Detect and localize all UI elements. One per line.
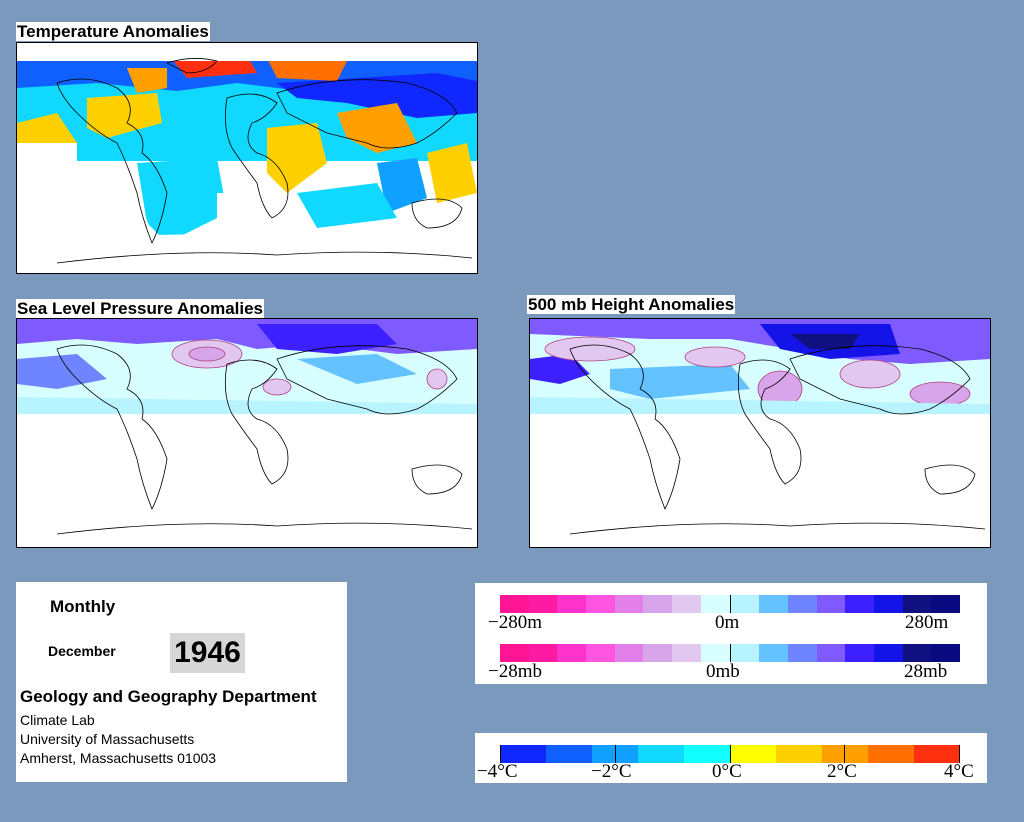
height-scale-swatch: [700, 595, 730, 613]
pressure-scale-swatch: [787, 644, 817, 662]
height-scale-swatch: [729, 595, 760, 613]
temperature-tick: [729, 745, 731, 763]
temperature-scale-swatch: [546, 745, 592, 763]
temperature-tick: [500, 745, 501, 763]
height-scale-swatch: [528, 595, 558, 613]
pressure-mid-label: 0mb: [706, 661, 740, 682]
temp-label-plus2: 2°C: [827, 761, 857, 782]
temperature-tick: [614, 745, 616, 763]
height-scale-swatch: [500, 595, 529, 613]
pressure-min-label: −28mb: [488, 661, 542, 682]
lab-name: Climate Lab: [20, 712, 95, 728]
temperature-panel-title: Temperature Anomalies: [16, 22, 210, 41]
university-name: University of Massachusetts: [20, 731, 195, 747]
pressure-scale-swatch: [643, 644, 673, 662]
temp-label-minus2: −2°C: [591, 761, 632, 782]
pressure-scale-swatch: [816, 644, 846, 662]
slp-anomaly-map: [16, 318, 478, 548]
pressure-scale-swatch: [557, 644, 587, 662]
height-scale-swatch: [873, 595, 903, 613]
pressure-scale-swatch: [528, 644, 558, 662]
month-label: December: [48, 643, 116, 659]
temperature-scale-swatch: [638, 745, 684, 763]
pressure-scale-swatch: [700, 644, 730, 662]
height-scale-swatch: [787, 595, 817, 613]
pressure-scale-swatch: [586, 644, 615, 662]
temperature-color-bar: [500, 745, 960, 763]
pressure-scale-swatch: [672, 644, 701, 662]
temperature-anomaly-map: [16, 42, 478, 274]
height-min-label: −280m: [488, 612, 542, 633]
pressure-scale-swatch: [873, 644, 903, 662]
temp-label-plus4: 4°C: [944, 761, 974, 782]
temp-label-minus4: −4°C: [477, 761, 518, 782]
height-scale-swatch: [557, 595, 587, 613]
period-label: Monthly: [50, 597, 116, 616]
height-panel-title: 500 mb Height Anomalies: [527, 295, 736, 314]
pressure-color-bar: [500, 644, 960, 662]
height-scale-swatch: [643, 595, 673, 613]
height-scale-swatch: [816, 595, 846, 613]
temperature-legend: −4°C −2°C 0°C 2°C 4°C: [475, 733, 987, 783]
height-pressure-legend: −280m 0m 280m −28mb 0mb 28mb: [475, 583, 987, 684]
info-panel: Monthly December 1946 Geology and Geogra…: [16, 582, 347, 782]
pressure-scale-swatch: [759, 644, 788, 662]
pressure-scale-swatch: [902, 644, 932, 662]
temperature-tick: [959, 745, 960, 763]
height-scale-swatch: [586, 595, 615, 613]
height-scale-swatch: [845, 595, 874, 613]
year-display: 1946: [170, 633, 245, 673]
pressure-scale-swatch: [845, 644, 874, 662]
temperature-scale-swatch: [776, 745, 822, 763]
height-scale-swatch: [759, 595, 788, 613]
pressure-scale-swatch: [500, 644, 529, 662]
pressure-scale-swatch: [614, 644, 644, 662]
height-500mb-anomaly-map: [529, 318, 991, 548]
pressure-max-label: 28mb: [904, 661, 948, 682]
temperature-scale-swatch: [500, 745, 546, 763]
address-line: Amherst, Massachusetts 01003: [20, 750, 217, 766]
height-max-label: 280m: [905, 612, 949, 633]
temperature-scale-swatch: [868, 745, 914, 763]
temperature-tick: [844, 745, 846, 763]
pressure-scale-swatch: [729, 644, 760, 662]
temperature-scale-swatch: [730, 745, 776, 763]
height-scale-swatch: [614, 595, 644, 613]
pressure-scale-swatch: [931, 644, 960, 662]
height-scale-swatch: [672, 595, 701, 613]
temp-label-zero: 0°C: [712, 761, 742, 782]
temperature-scale-swatch: [684, 745, 730, 763]
slp-panel-title: Sea Level Pressure Anomalies: [16, 299, 265, 318]
height-color-bar: [500, 595, 960, 613]
temperature-scale-swatch: [914, 745, 960, 763]
height-mid-label: 0m: [715, 612, 740, 633]
height-scale-swatch: [931, 595, 960, 613]
height-scale-swatch: [902, 595, 932, 613]
department-name: Geology and Geography Department: [20, 687, 317, 706]
